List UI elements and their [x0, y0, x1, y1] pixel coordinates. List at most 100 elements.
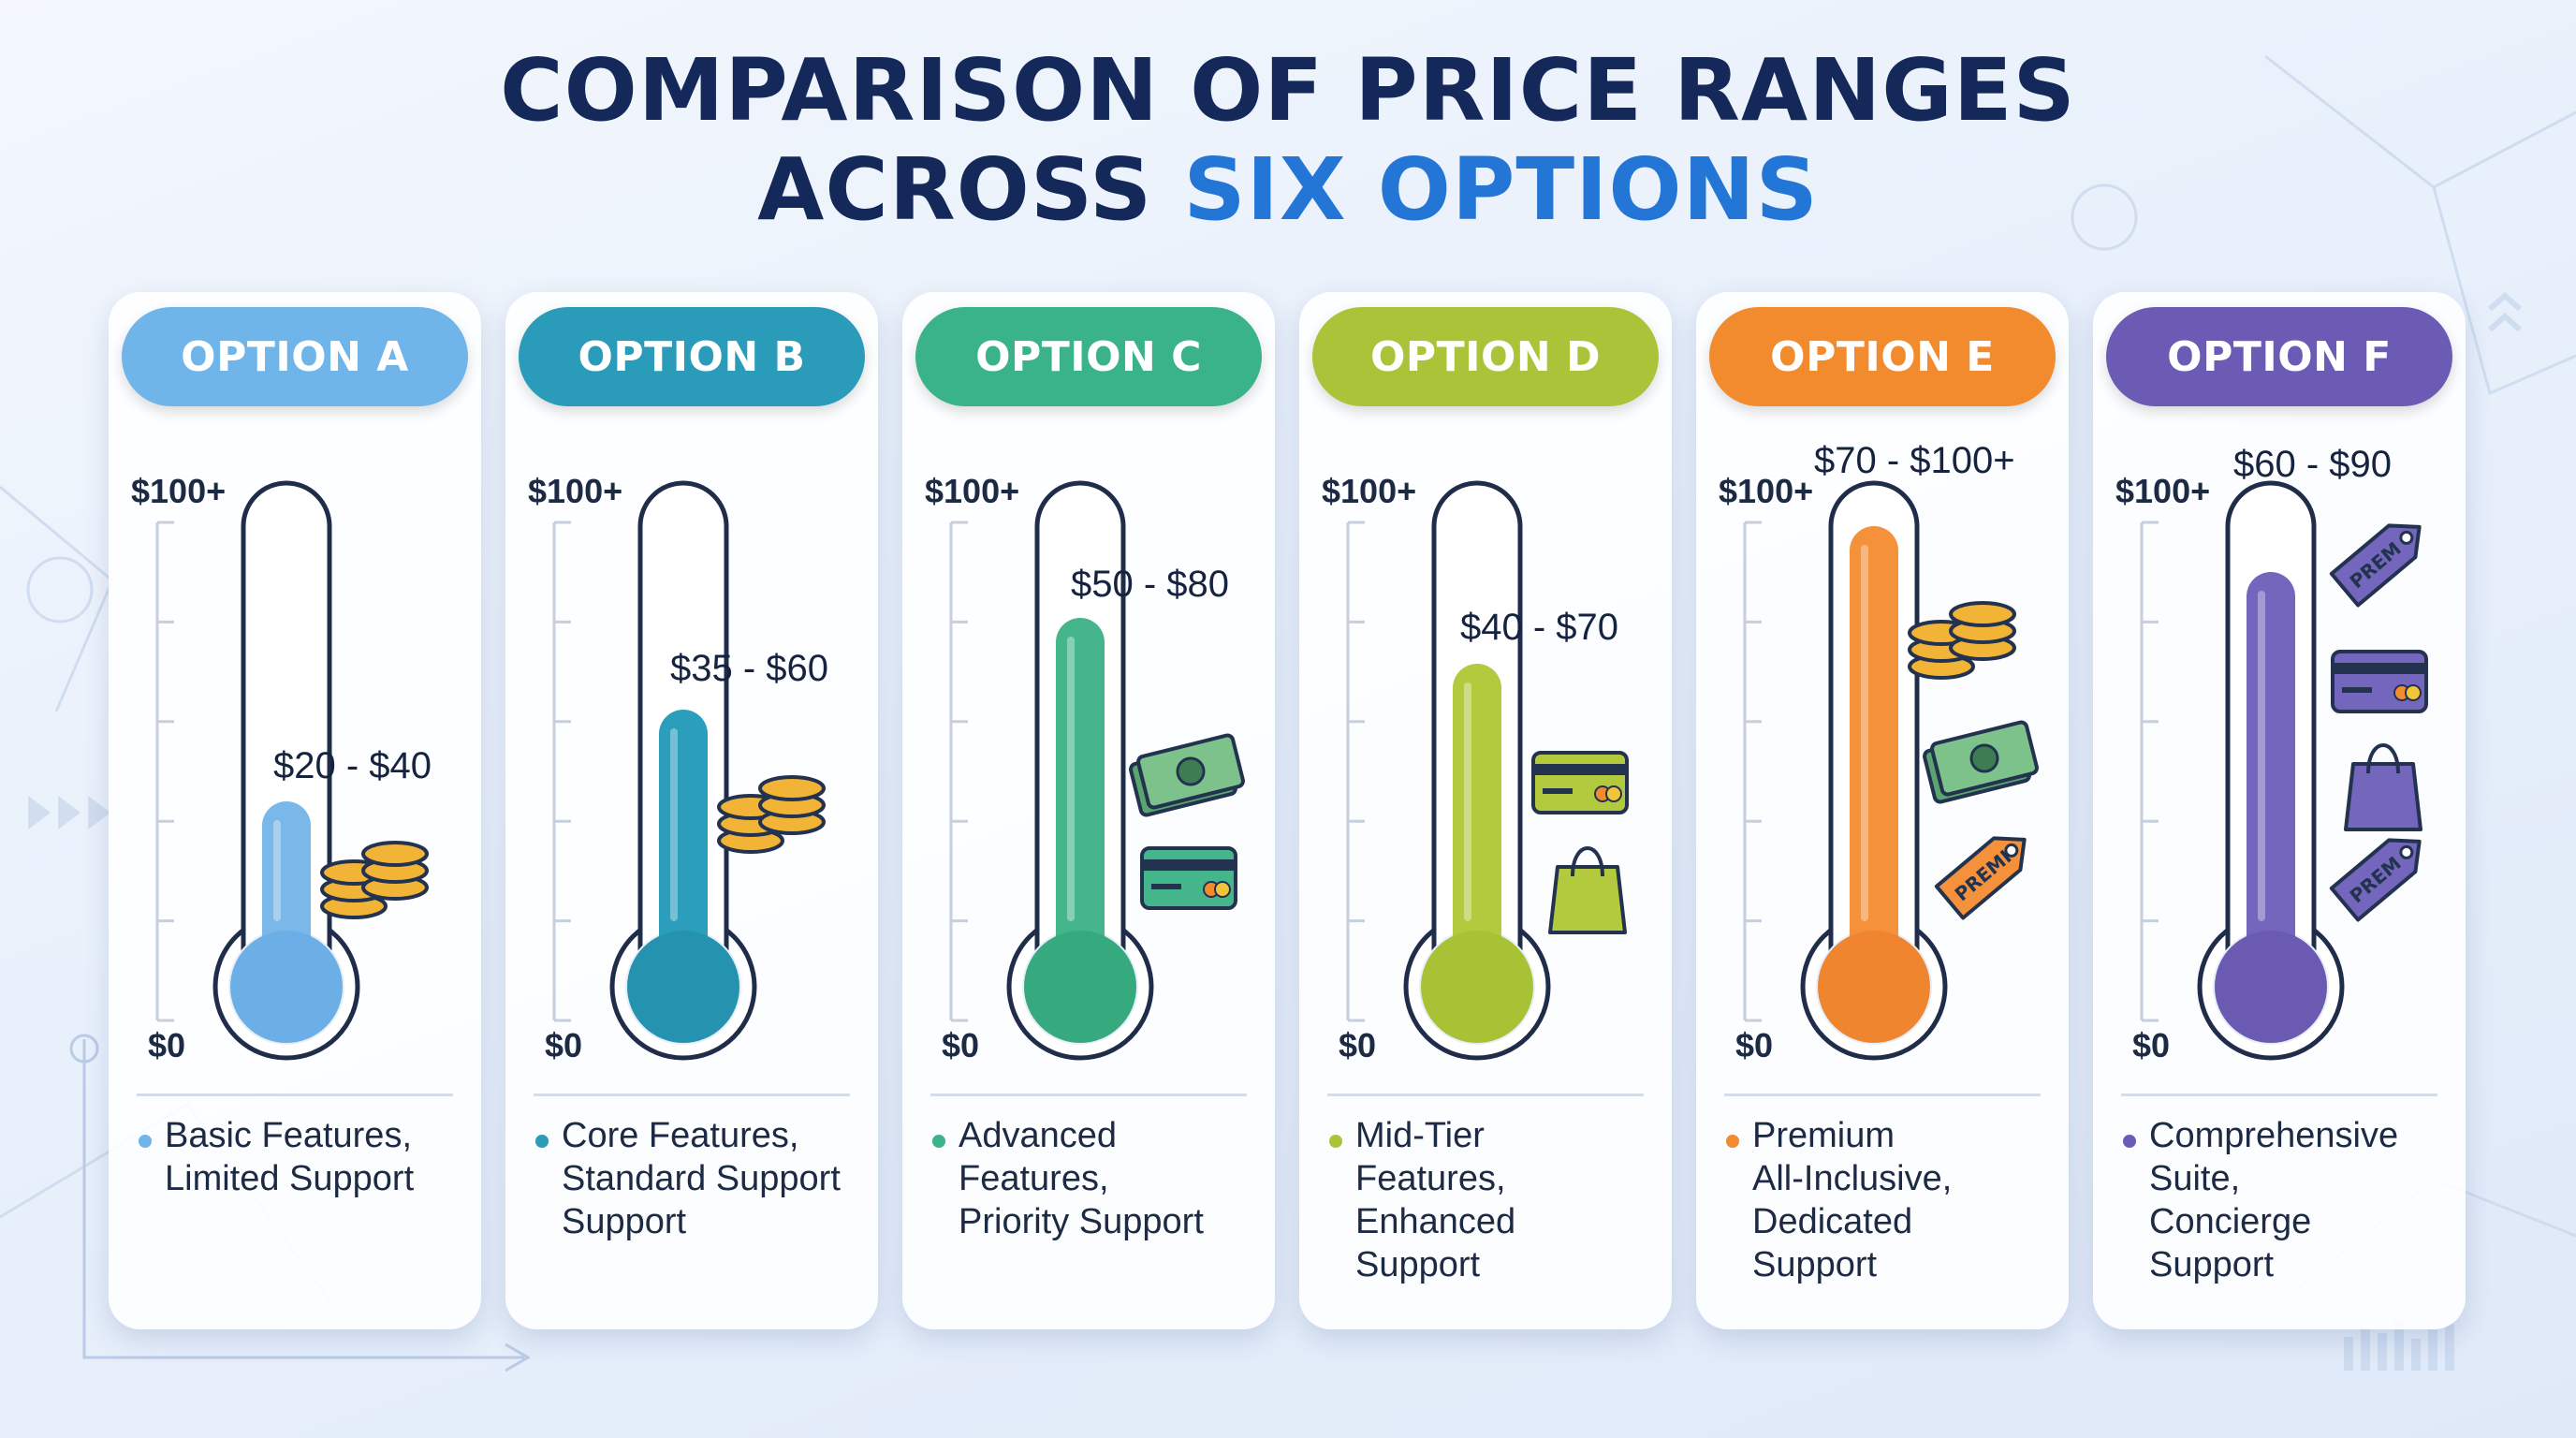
option-description: Premium All-Inclusive, Dedicated Support [1752, 1114, 2061, 1286]
range-label: $50 - $80 [1071, 564, 1230, 605]
banknote-icon [1129, 733, 1245, 817]
title-line-2-prefix: ACROSS [757, 139, 1184, 240]
option-pill: OPTION B [519, 307, 865, 406]
bullet-dot [2123, 1135, 2136, 1148]
range-fill-bar [1850, 526, 1898, 987]
description-line: Premium [1752, 1116, 1895, 1155]
range-fill-bar [1056, 618, 1105, 987]
option-card-a: OPTION A $20 - $40 $100+ $0 Basic Features, L… [109, 292, 481, 1329]
description-line: Support [2149, 1245, 2275, 1284]
thermometer-bulb-fill [1421, 931, 1533, 1043]
coins-icon [320, 841, 429, 919]
card-divider [1327, 1093, 1644, 1096]
fill-highlight [273, 820, 281, 921]
y-axis-top-label: $100+ [2115, 472, 2211, 510]
y-axis-top-label: $100+ [131, 472, 227, 510]
description-line: Suite, [2149, 1159, 2241, 1198]
credit-card-icon [1531, 751, 1629, 814]
description-line: Support [1752, 1245, 1878, 1284]
option-card-c: OPTION C $50 - $80 $100+ $0 Advanced Features… [902, 292, 1275, 1329]
fill-highlight [1067, 637, 1075, 921]
option-description: Comprehensive Suite, Concierge Support [2149, 1114, 2458, 1286]
option-pill: OPTION F [2106, 307, 2452, 406]
shopping-bag-icon [1548, 846, 1627, 934]
thermometer-chart [552, 480, 826, 1061]
description-line: Features, [1355, 1159, 1506, 1198]
range-fill-bar [1453, 664, 1501, 987]
range-fill-bar [659, 710, 708, 987]
credit-card-icon [2331, 650, 2428, 713]
bullet-dot [1726, 1135, 1739, 1148]
thermometer-bulb-fill [1818, 931, 1930, 1043]
card-divider [534, 1093, 850, 1096]
description-line: Concierge [2149, 1202, 2312, 1241]
range-label: $20 - $40 [273, 745, 432, 786]
coins-icon [1908, 601, 2016, 680]
description-line: Support [1355, 1245, 1481, 1284]
shopping-bag-icon [2344, 743, 2422, 831]
option-pill: OPTION D [1312, 307, 1659, 406]
thermometer-bulb-fill [2215, 931, 2327, 1043]
y-axis-bottom-label: $0 [2132, 1026, 2171, 1064]
banknote-icon [1923, 720, 2039, 804]
description-line: Comprehensive [2149, 1116, 2399, 1155]
range-label: $40 - $70 [1460, 607, 1619, 648]
range-label: $60 - $90 [2233, 444, 2393, 485]
y-axis-bottom-label: $0 [148, 1026, 186, 1064]
thermometer-bulb-fill [230, 931, 343, 1043]
bullet-dot [1329, 1135, 1342, 1148]
description-line: Core Features, [562, 1116, 799, 1155]
title-line-2: ACROSS SIX OPTIONS [0, 140, 2576, 240]
fill-highlight [1464, 682, 1471, 921]
description-line: Standard Support [562, 1159, 841, 1198]
option-description: Advanced Features, Priority Support [959, 1114, 1267, 1243]
page-title: COMPARISON OF PRICE RANGES ACROSS SIX OP… [0, 41, 2576, 240]
card-divider [137, 1093, 453, 1096]
card-divider [2121, 1093, 2437, 1096]
card-divider [1724, 1093, 2041, 1096]
option-pill: OPTION C [915, 307, 1262, 406]
y-axis-bottom-label: $0 [942, 1026, 980, 1064]
description-line: Features, [959, 1159, 1109, 1198]
y-axis-top-label: $100+ [925, 472, 1020, 510]
option-card-e: OPTION E PREMI $70 - $100+ $100+ $0 Premium Al… [1696, 292, 2069, 1329]
description-line: Enhanced [1355, 1202, 1516, 1241]
description-line: Mid-Tier [1355, 1116, 1485, 1155]
title-accent: SIX OPTIONS [1183, 139, 1819, 240]
option-card-d: OPTION D $40 - $70 $100+ $0 Mid-Tier Features… [1299, 292, 1672, 1329]
y-axis-bottom-label: $0 [545, 1026, 583, 1064]
thermometer-bulb-fill [1024, 931, 1136, 1043]
description-line: Dedicated [1752, 1202, 1913, 1241]
bullet-dot [932, 1135, 945, 1148]
thermometer-chart: PREMI [1743, 480, 2039, 1061]
description-line: Basic Features, [165, 1116, 412, 1155]
coins-icon [717, 775, 826, 854]
option-description: Core Features, Standard Support Support [562, 1114, 871, 1243]
description-line: All-Inclusive, [1752, 1159, 1953, 1198]
option-card-f: OPTION F PREM PREM $60 - $90 $100+ $0 Comprehe… [2093, 292, 2466, 1329]
option-pill: OPTION A [122, 307, 468, 406]
range-label: $70 - $100+ [1814, 440, 2015, 481]
option-description: Basic Features, Limited Support [165, 1114, 474, 1200]
thermometer-chart [155, 480, 429, 1061]
description-line: Limited Support [165, 1159, 415, 1198]
fill-highlight [1861, 545, 1868, 921]
thermometer-chart [1346, 480, 1629, 1061]
y-axis-top-label: $100+ [1719, 472, 1814, 510]
description-line: Priority Support [959, 1202, 1204, 1241]
credit-card-icon [1140, 846, 1237, 910]
description-line: Advanced [959, 1116, 1118, 1155]
y-axis-top-label: $100+ [528, 472, 623, 510]
price-tag-icon: PREM [2329, 523, 2422, 608]
option-pill: OPTION E [1709, 307, 2056, 406]
title-line-1: COMPARISON OF PRICE RANGES [500, 40, 2076, 140]
range-label: $35 - $60 [670, 648, 829, 689]
y-axis-bottom-label: $0 [1339, 1026, 1377, 1064]
option-description: Mid-Tier Features, Enhanced Support [1355, 1114, 1664, 1286]
thermometer-chart: PREM PREM [2140, 480, 2428, 1061]
option-card-b: OPTION B $35 - $60 $100+ $0 Core Features, St… [505, 292, 878, 1329]
range-fill-bar [2247, 572, 2295, 987]
thermometer-chart [949, 480, 1245, 1061]
description-line: Support [562, 1202, 687, 1241]
price-tag-icon: PREMI [1934, 836, 2027, 920]
